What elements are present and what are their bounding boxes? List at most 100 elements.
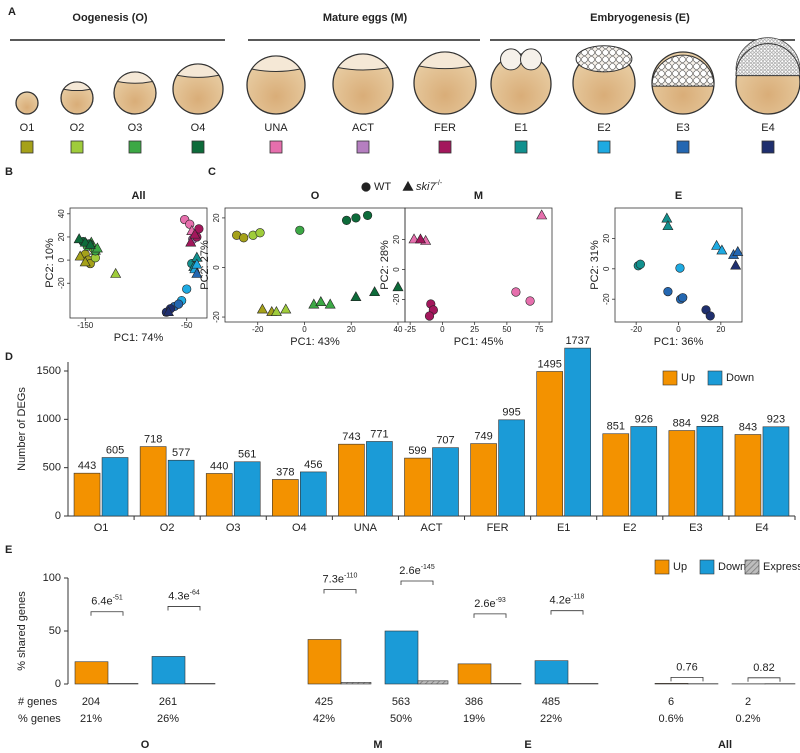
p-value-sup: -110 (344, 573, 358, 580)
gene-percent: 21% (80, 713, 102, 725)
point (536, 209, 548, 220)
gene-percent: 19% (463, 713, 485, 725)
bar (139, 446, 167, 517)
gene-percent: 42% (313, 713, 335, 725)
expressed-bar (184, 683, 216, 685)
chart-title: All (131, 190, 145, 202)
p-value-sup: -145 (421, 564, 435, 571)
gene-count: 386 (465, 696, 483, 708)
chart-title: M (474, 190, 483, 202)
legend-swatch (707, 370, 723, 386)
stage-swatch (438, 140, 452, 154)
stage-label: O1 (20, 122, 35, 134)
group-label: M (373, 739, 382, 751)
x-tick-label: 50 (502, 325, 511, 334)
y-tick-label: 20 (602, 233, 611, 242)
p-bracket (473, 613, 507, 618)
y-tick-label: 50 (49, 625, 61, 637)
p-bracket (550, 610, 584, 615)
p-value-base: 6.4e (91, 596, 112, 608)
value-label: 599 (408, 445, 426, 457)
gene-percent: 50% (390, 713, 412, 725)
group-title: Embryogenesis (E) (590, 12, 690, 24)
point (182, 284, 192, 294)
legend-swatch (654, 559, 670, 575)
bar (307, 639, 342, 685)
expressed-bar (567, 683, 599, 685)
gene-count: 563 (392, 696, 410, 708)
value-label: 1495 (537, 358, 561, 370)
point (663, 287, 673, 297)
expressed-bar (417, 680, 449, 685)
y-tick-label: -20 (392, 293, 401, 305)
gene-count: 2 (745, 696, 751, 708)
point (424, 311, 435, 321)
point (730, 259, 742, 270)
stage-swatch (20, 140, 34, 154)
value-label: 707 (436, 435, 454, 447)
point (73, 233, 85, 244)
chart-title: E (675, 190, 682, 202)
stage-label: E4 (761, 122, 774, 134)
x-tick-label: O4 (292, 522, 307, 534)
value-label: 440 (210, 460, 228, 472)
point (635, 259, 646, 269)
bar (654, 683, 689, 685)
p-value-base: 7.3e (323, 573, 344, 585)
value-label: 561 (238, 449, 256, 461)
legend-marker (402, 180, 414, 191)
p-value-base: 0.76 (676, 661, 697, 673)
x-tick-label: E3 (689, 522, 702, 534)
bar (233, 461, 261, 517)
bar (498, 419, 525, 517)
y-tick-label: 500 (43, 462, 61, 474)
point (110, 267, 122, 278)
p-value-base: 0.82 (753, 662, 774, 674)
legend-label-base: WT (374, 181, 391, 193)
y-tick-label: 40 (57, 209, 66, 218)
value-label: 378 (276, 466, 294, 478)
stage-label: ACT (352, 122, 374, 134)
point (173, 299, 184, 309)
bar (602, 433, 630, 517)
p-value-sup: -51 (113, 595, 123, 602)
panel-letter: C (208, 166, 216, 178)
y-tick-label: 0 (602, 266, 611, 271)
p-value-base: 4.3e (168, 590, 189, 602)
blastoderm (735, 43, 800, 77)
gene-percent: 0.2% (735, 713, 760, 725)
p-value: 0.76 (676, 661, 697, 673)
value-label: 926 (635, 413, 653, 425)
p-bracket (670, 676, 704, 682)
group-title: Mature eggs (M) (323, 12, 408, 24)
value-label: 884 (673, 417, 691, 429)
bar (300, 471, 327, 517)
y-axis-label: Number of DEGs (16, 387, 28, 471)
legend-label: Down (718, 561, 746, 573)
blastoderm (575, 45, 633, 73)
point (414, 233, 426, 244)
y-tick-label: 1500 (37, 365, 61, 377)
point (732, 245, 744, 256)
x-tick-label: E4 (755, 522, 768, 534)
bar (101, 457, 129, 517)
y-tick-label: 0 (392, 267, 401, 272)
point (350, 291, 362, 302)
y-tick-label: 20 (212, 213, 221, 222)
bar (564, 347, 591, 517)
legend-label: Expressed (763, 561, 800, 573)
point (341, 215, 352, 225)
point (678, 293, 688, 303)
bar (404, 457, 431, 517)
point (362, 210, 373, 221)
legend-swatch (699, 559, 715, 575)
egg-animal-pole (337, 53, 389, 71)
y-tick-label: 0 (55, 510, 61, 522)
gene-percent: 22% (540, 713, 562, 725)
y-axis-label: PC2: 27% (199, 240, 211, 290)
point (239, 233, 249, 243)
point (675, 263, 685, 273)
bar (74, 661, 109, 685)
value-label: 995 (502, 407, 520, 419)
bar (534, 660, 569, 685)
